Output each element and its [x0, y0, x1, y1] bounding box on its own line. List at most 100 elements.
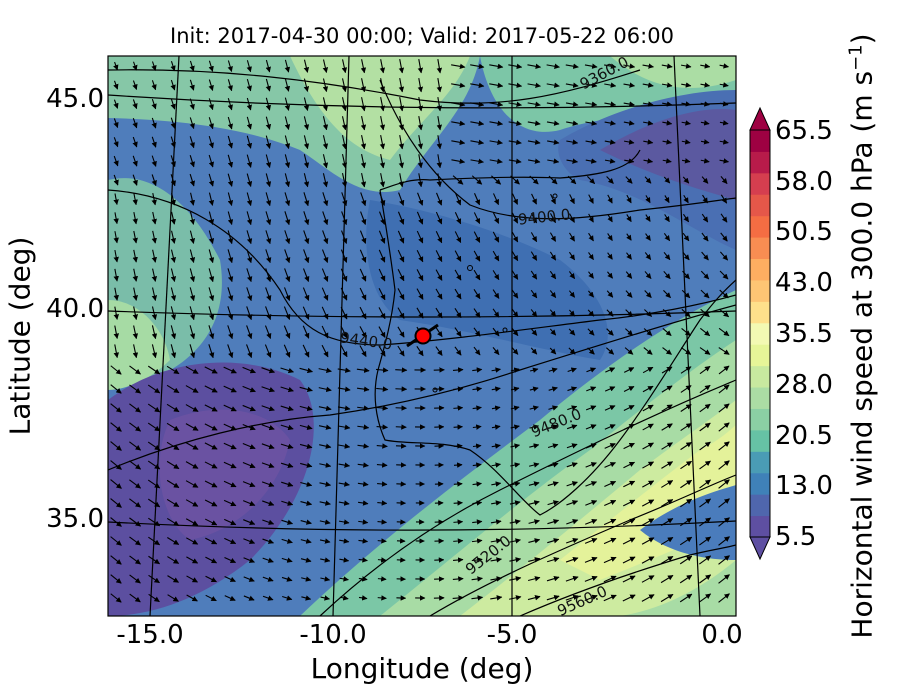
wind-arrow — [378, 345, 386, 357]
wind-arrow — [679, 536, 693, 546]
wind-arrow — [472, 462, 482, 468]
wind-arrow — [492, 270, 500, 281]
wind-arrow — [265, 268, 272, 283]
wind-arrow — [530, 309, 538, 318]
wind-arrow — [262, 519, 275, 525]
wind-arrow — [585, 120, 598, 126]
wind-arrow — [719, 251, 729, 261]
wind-arrow — [607, 213, 613, 223]
wind-arrow — [718, 536, 730, 546]
wind-arrow — [261, 462, 275, 469]
colorbar-segment — [750, 515, 770, 538]
wind-arrow — [718, 479, 730, 489]
wind-arrow — [281, 519, 294, 525]
wind-arrow — [338, 462, 351, 468]
wind-arrow — [546, 82, 560, 88]
wind-arrow — [170, 230, 177, 244]
wind-arrow — [151, 193, 157, 206]
wind-arrow — [700, 158, 710, 164]
wind-arrow — [379, 59, 386, 74]
wind-arrow — [360, 135, 367, 150]
wind-arrow — [528, 557, 541, 563]
wind-arrow — [681, 82, 692, 88]
wind-arrow — [186, 537, 199, 545]
wind-arrow — [699, 441, 711, 451]
wind-arrow — [132, 344, 139, 359]
wind-arrow — [129, 536, 141, 546]
wind-arrow — [511, 251, 519, 262]
wind-arrow — [417, 192, 424, 206]
wind-arrow — [170, 98, 176, 110]
wind-arrow — [623, 404, 635, 412]
wind-arrow — [416, 211, 424, 225]
wind-arrow — [129, 574, 141, 584]
wind-arrow — [623, 139, 635, 145]
wind-arrow — [246, 154, 253, 168]
wind-arrow — [224, 576, 236, 582]
wind-arrow — [265, 249, 272, 264]
wind-arrow — [472, 519, 483, 525]
wind-arrow — [473, 346, 481, 356]
wind-arrow — [283, 344, 291, 358]
wind-arrow — [167, 594, 179, 602]
wind-arrow — [170, 155, 176, 168]
wind-arrow — [680, 385, 692, 393]
wind-arrow — [436, 97, 443, 112]
wind-arrow — [622, 575, 636, 583]
wind-arrow — [700, 101, 710, 107]
wind-arrow — [699, 347, 711, 355]
wind-arrow — [530, 251, 538, 261]
wind-arrow — [147, 441, 161, 451]
wind-arrow — [242, 423, 256, 431]
wind-arrow — [528, 462, 540, 468]
wind-arrow — [565, 538, 579, 544]
wind-arrow — [664, 195, 670, 204]
wind-arrow — [645, 214, 651, 222]
wind-arrow — [680, 498, 693, 508]
wind-arrow — [398, 78, 405, 93]
wind-arrow — [417, 78, 424, 93]
wind-arrow — [566, 462, 578, 468]
wind-arrow — [132, 99, 138, 110]
wind-arrow — [132, 193, 138, 206]
wind-arrow — [548, 424, 559, 430]
wind-arrow — [208, 117, 214, 130]
wind-arrow — [110, 498, 122, 508]
wind-arrow — [547, 139, 560, 145]
wind-arrow — [662, 101, 673, 107]
wind-arrow — [700, 120, 710, 126]
wind-arrow — [170, 325, 177, 340]
wind-arrow — [265, 97, 272, 111]
wind-arrow — [529, 175, 539, 185]
wind-arrow — [604, 443, 616, 449]
wind-arrow — [417, 135, 424, 150]
wind-arrow — [511, 212, 519, 224]
wind-arrow — [358, 500, 369, 506]
wind-arrow — [565, 556, 579, 563]
wind-arrow — [151, 249, 157, 263]
wind-arrow — [491, 443, 501, 449]
wind-arrow — [265, 59, 271, 73]
wind-arrow — [224, 518, 237, 526]
wind-arrow — [246, 230, 253, 245]
wind-arrow — [625, 309, 633, 317]
wind-arrow — [151, 230, 157, 244]
wind-arrow — [679, 574, 693, 584]
wind-arrow — [529, 386, 539, 392]
wind-arrow — [185, 442, 199, 450]
wind-arrow — [378, 287, 386, 301]
wind-arrow — [319, 519, 331, 525]
wind-arrow — [510, 443, 521, 449]
wind-arrow — [376, 367, 389, 373]
wind-arrow — [261, 481, 275, 488]
wind-arrow — [604, 63, 617, 69]
wind-arrow — [281, 481, 294, 487]
wind-arrow — [341, 211, 348, 226]
wind-arrow — [113, 287, 119, 301]
wind-arrow — [227, 60, 233, 73]
wind-arrow — [451, 120, 466, 127]
wind-arrow — [379, 154, 386, 169]
wind-arrow — [585, 481, 598, 487]
wind-arrow — [299, 424, 313, 431]
wind-arrow — [186, 575, 198, 583]
